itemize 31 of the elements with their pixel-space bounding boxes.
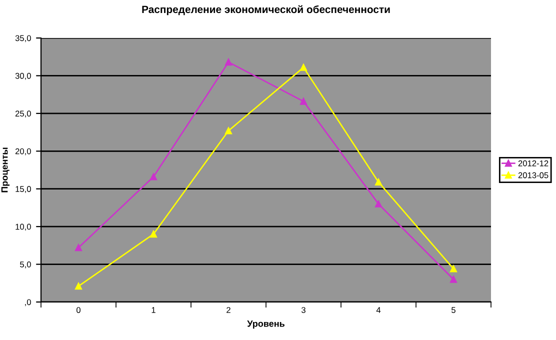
point	[375, 178, 382, 186]
point	[450, 265, 457, 272]
legend-label: 2013-05	[518, 172, 548, 178]
point	[375, 200, 382, 208]
x-tick-label: 4	[376, 307, 381, 313]
y-tick-label: ,0	[25, 299, 31, 306]
x-tick-label: 1	[152, 307, 156, 313]
x-axis-title: Уровень	[247, 320, 285, 329]
x-tick-label: 3	[302, 307, 306, 313]
point	[225, 58, 232, 66]
point	[450, 276, 457, 283]
point	[150, 230, 157, 238]
point	[75, 282, 82, 290]
point	[300, 98, 307, 105]
x-tick-label: 2	[226, 307, 230, 313]
x-tick-label: 5	[452, 307, 456, 313]
y-tick-label: 35,0	[15, 35, 31, 42]
point	[225, 127, 232, 134]
chart-title: Распределение экономической обеспеченности	[142, 5, 390, 16]
legend-label: 2012-12	[518, 160, 548, 166]
x-tick-label: 0	[76, 307, 80, 313]
y-tick-label: 5,0	[20, 261, 31, 268]
y-tick-label: 15,0	[16, 186, 31, 193]
y-tick-label: 10,0	[16, 224, 31, 231]
point	[300, 64, 307, 71]
y-tick-label: 20,0	[15, 148, 31, 156]
y-tick-label: 25,0	[15, 110, 31, 118]
y-axis-title: Проценты	[1, 148, 10, 192]
y-tick-label: 30,0	[15, 72, 31, 80]
point	[150, 173, 157, 180]
point	[75, 244, 82, 252]
